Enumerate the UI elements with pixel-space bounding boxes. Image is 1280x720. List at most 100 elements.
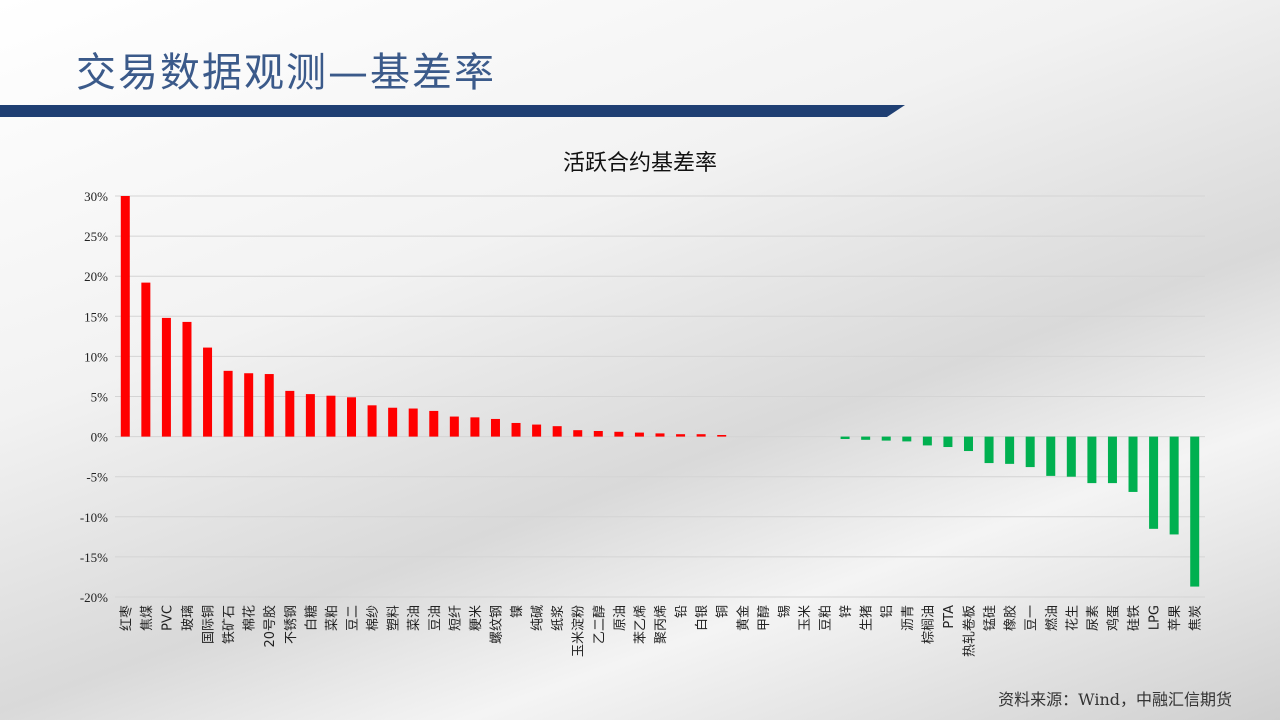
y-tick-label: 0%	[91, 430, 109, 445]
bar	[511, 422, 521, 437]
bar	[1066, 436, 1076, 477]
x-tick-label: 短纤	[448, 605, 463, 631]
bar	[408, 408, 418, 437]
x-tick-label: 纸浆	[551, 605, 566, 631]
x-tick-label: 锡	[777, 605, 792, 618]
x-tick-label: 粳米	[469, 605, 484, 631]
bar	[1107, 436, 1117, 484]
x-tick-label: 甲醇	[756, 605, 772, 631]
x-tick-label: 苯乙烯	[633, 605, 648, 644]
bar	[367, 405, 377, 437]
y-tick-label: -20%	[80, 590, 108, 605]
x-tick-label: 玉米	[798, 605, 813, 631]
bar	[285, 390, 295, 437]
x-tick-label: 热轧卷板	[961, 605, 977, 657]
bar	[161, 317, 171, 437]
bar	[182, 321, 192, 437]
x-tick-label: 菜油	[407, 605, 422, 631]
x-tick-label: 橡胶	[1003, 605, 1019, 631]
bar	[223, 370, 233, 437]
bar	[593, 430, 603, 437]
bar	[532, 424, 542, 437]
chart-title: 活跃合约基差率	[563, 151, 717, 176]
source-note: 资料来源：Wind，中融汇信期货	[998, 690, 1232, 709]
x-tick-label: PTA	[942, 605, 957, 629]
bar	[840, 436, 850, 440]
page-title: 交易数据观测—基差率	[76, 50, 496, 96]
bar	[490, 418, 500, 437]
bar	[902, 436, 912, 442]
bar	[1128, 436, 1138, 492]
bar	[264, 374, 274, 437]
y-tick-label: 30%	[84, 189, 108, 204]
y-tick-label: -5%	[86, 470, 108, 485]
x-tick-label: PVC	[160, 605, 175, 631]
bar	[943, 436, 953, 448]
bar	[429, 410, 439, 437]
bar	[141, 282, 151, 437]
title-band	[0, 105, 905, 117]
x-tick-label: 锌	[839, 605, 854, 618]
bar	[717, 434, 727, 437]
bar	[634, 432, 644, 437]
x-tick-label: 豆一	[1024, 605, 1039, 631]
bar	[326, 395, 336, 437]
bar	[861, 436, 871, 440]
x-tick-label: LPG	[1148, 605, 1163, 630]
x-tick-label: 焦煤	[140, 605, 155, 631]
bar	[963, 436, 973, 452]
x-tick-label: 塑料	[387, 605, 402, 631]
x-tick-label: 苹果	[1168, 605, 1183, 631]
x-tick-label: 铝	[880, 605, 895, 618]
x-tick-label: 棕榈油	[921, 605, 936, 644]
x-tick-label: 焦炭	[1189, 605, 1204, 631]
x-tick-label: 原油	[613, 605, 628, 631]
x-tick-label: 锰硅	[983, 605, 998, 631]
x-tick-label: 纯碱	[531, 605, 546, 631]
x-tick-label: 红枣	[118, 605, 134, 631]
x-tick-label: 菜粕	[325, 605, 340, 631]
x-tick-label: 棉纱	[366, 605, 381, 631]
bar	[1169, 436, 1179, 535]
bar	[347, 397, 357, 437]
bar	[244, 373, 254, 437]
x-tick-label: 铁矿石	[222, 605, 237, 644]
x-tick-label: 豆粕	[819, 605, 834, 631]
x-tick-label: 硅铁	[1127, 605, 1142, 631]
x-tick-label: 不锈钢	[284, 605, 299, 644]
x-tick-label: 聚丙烯	[654, 605, 669, 644]
x-tick-label: 豆二	[346, 605, 361, 631]
y-tick-label: 10%	[84, 349, 108, 364]
bar	[1025, 436, 1035, 468]
bar	[470, 417, 480, 437]
bar	[120, 196, 130, 437]
bar	[1087, 436, 1097, 484]
bar	[1149, 436, 1159, 529]
x-tick-label: 沥青	[901, 605, 916, 631]
x-tick-label: 玉米淀粉	[572, 605, 587, 657]
x-tick-label: 国际铜	[202, 605, 217, 644]
x-tick-label: 黄金	[735, 605, 751, 631]
x-tick-label: 铜	[716, 605, 731, 618]
bar	[1005, 436, 1015, 464]
y-tick-label: -10%	[80, 510, 108, 525]
y-tick-label: 25%	[84, 229, 108, 244]
bar	[1046, 436, 1056, 476]
x-tick-label: 白糖	[303, 605, 319, 631]
bar	[696, 434, 706, 437]
bar	[1190, 436, 1200, 587]
x-tick-label: 镍	[510, 605, 525, 618]
x-tick-label: 豆油	[428, 605, 443, 631]
bar	[655, 433, 665, 437]
y-tick-label: 15%	[84, 309, 108, 324]
x-tick-label: 鸡蛋	[1105, 605, 1121, 631]
bar	[552, 426, 562, 437]
x-tick-label: 螺纹钢	[489, 605, 504, 644]
y-tick-label: 20%	[84, 269, 108, 284]
bar	[614, 431, 624, 437]
bar	[922, 436, 932, 446]
x-tick-label: 棉花	[242, 605, 258, 631]
x-tick-label: 乙二醇	[591, 605, 607, 644]
x-tick-label: 燃油	[1044, 605, 1060, 631]
